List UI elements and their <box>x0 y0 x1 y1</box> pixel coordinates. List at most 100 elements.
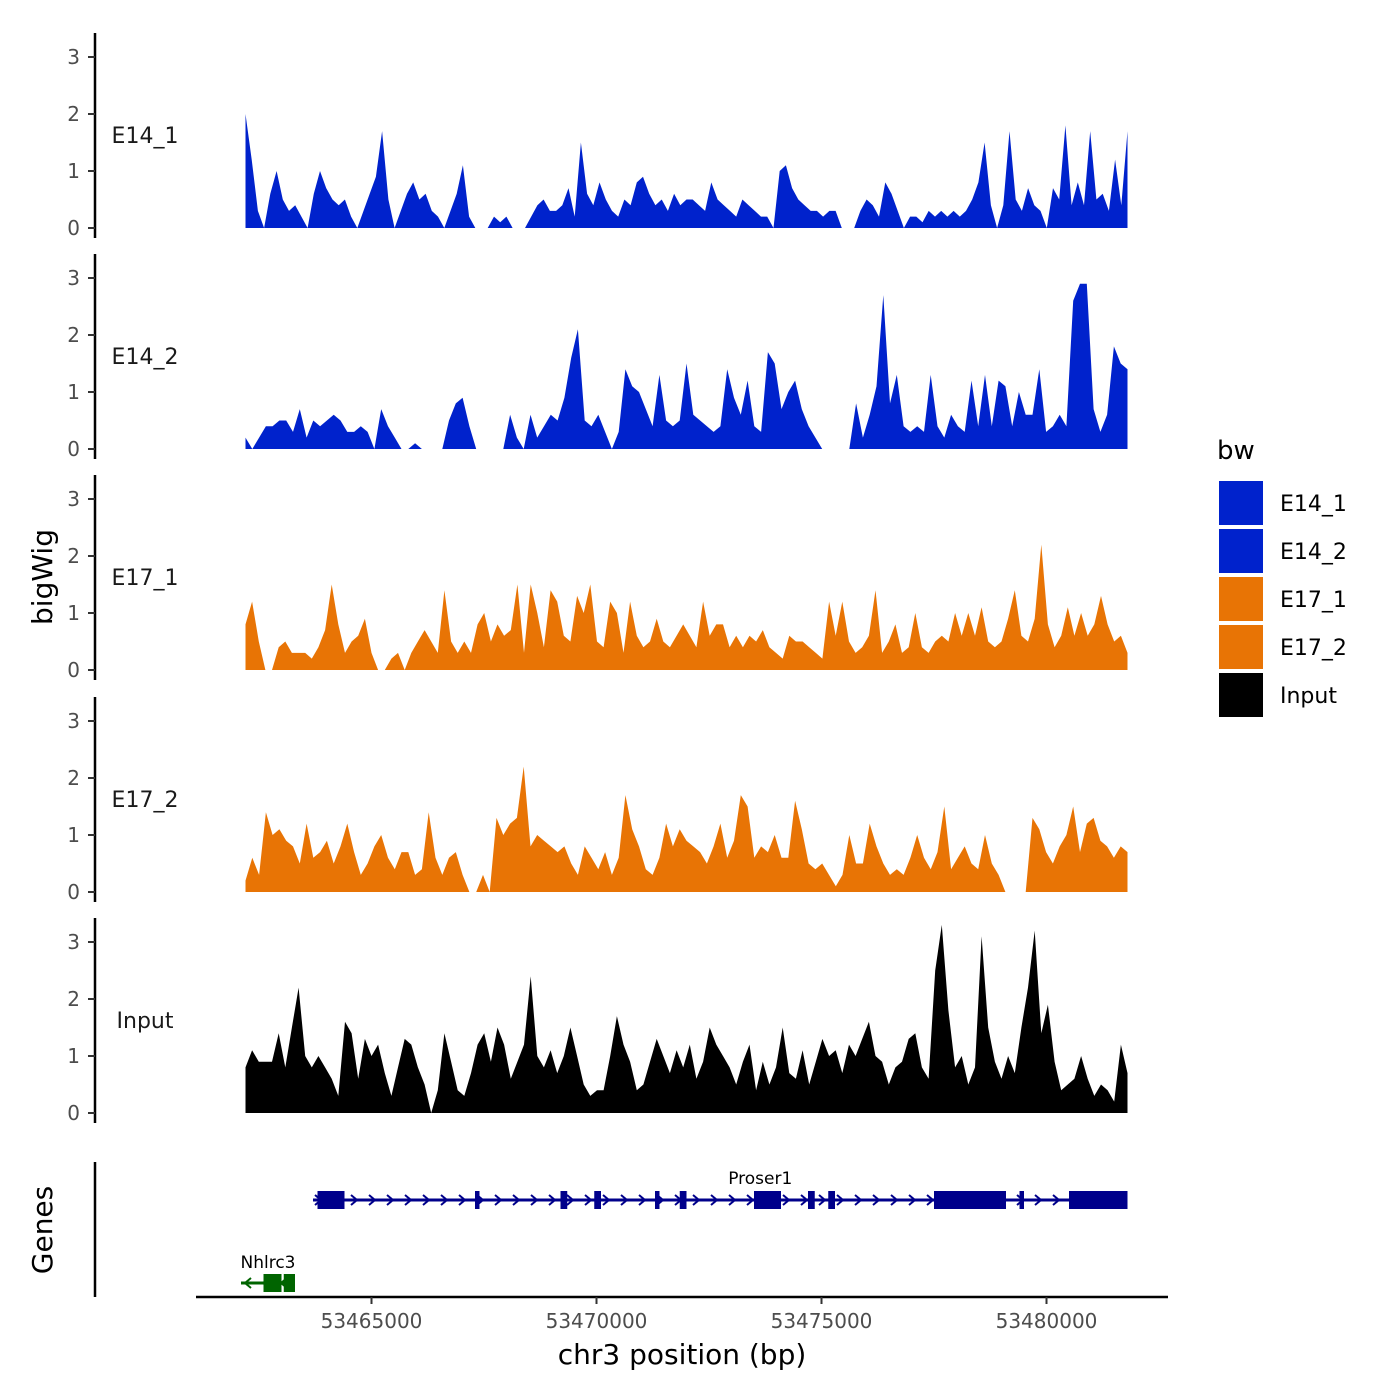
y-tick-label: 0 <box>67 1101 80 1125</box>
strand-arrow <box>908 1194 917 1206</box>
legend-swatch-E17_1 <box>1219 577 1263 621</box>
legend-title: bw <box>1217 436 1255 466</box>
strand-arrow <box>512 1194 521 1206</box>
track-label: E14_1 <box>112 124 179 149</box>
strand-arrow <box>800 1194 809 1206</box>
y-tick-label: 1 <box>67 1044 80 1068</box>
legend-swatch-Input <box>1219 673 1263 717</box>
exon <box>594 1191 601 1209</box>
strand-arrow <box>602 1194 611 1206</box>
y-tick-label: 0 <box>67 437 80 461</box>
y-tick-label: 3 <box>67 930 80 954</box>
strand-arrow <box>692 1194 701 1206</box>
legend-label: E17_1 <box>1280 588 1347 613</box>
x-tick-label: 53465000 <box>321 1309 423 1333</box>
strand-arrow <box>890 1194 899 1206</box>
exon <box>475 1191 480 1209</box>
strand-arrow <box>854 1194 863 1206</box>
y-tick-label: 2 <box>67 766 80 790</box>
y-axis-title: bigWig <box>26 529 59 625</box>
genes-axis-title: Genes <box>26 1186 59 1274</box>
y-tick-label: 0 <box>67 658 80 682</box>
strand-arrow <box>926 1194 935 1206</box>
legend-label: E14_1 <box>1280 492 1347 517</box>
exon <box>263 1274 282 1292</box>
track-label: Input <box>117 1009 174 1034</box>
strand-arrow <box>710 1194 719 1206</box>
strand-arrow <box>422 1194 431 1206</box>
y-tick-label: 2 <box>67 102 80 126</box>
strand-arrow <box>368 1194 377 1206</box>
exon <box>754 1191 781 1209</box>
y-tick-label: 1 <box>67 380 80 404</box>
strand-arrow <box>350 1194 359 1206</box>
strand-arrow <box>404 1194 413 1206</box>
x-axis: 53465000 53470000 53475000 53480000 <box>196 1295 1168 1333</box>
area-E17_1 <box>245 544 1128 670</box>
exon <box>1019 1191 1024 1209</box>
y-tick-label: 2 <box>67 323 80 347</box>
genes-track: Proser1 Nhlrc3 <box>93 1162 1128 1297</box>
area-E14_2 <box>245 283 1128 449</box>
area-E14_1 <box>245 114 1128 228</box>
x-axis-title: chr3 position (bp) <box>558 1338 807 1371</box>
gene-label: Nhlrc3 <box>241 1253 296 1273</box>
gene-Proser1: Proser1 <box>313 1169 1128 1209</box>
track-E14_1: 0 1 2 3 E14_1 <box>67 33 1128 240</box>
exon <box>283 1274 295 1292</box>
legend: bw E14_1 E14_2 E17_1 E17_2 Input <box>1217 436 1347 717</box>
strand-arrow <box>620 1194 629 1206</box>
exon <box>934 1191 1006 1209</box>
exon <box>828 1191 835 1209</box>
exon <box>655 1191 660 1209</box>
y-tick-label: 3 <box>67 45 80 69</box>
area-Input <box>245 924 1128 1113</box>
strand-arrow <box>818 1194 827 1206</box>
track-E17_2: 0 1 2 3 E17_2 <box>67 697 1128 904</box>
y-tick-label: 1 <box>67 159 80 183</box>
strand-arrow <box>458 1194 467 1206</box>
strand-arrow <box>566 1194 575 1206</box>
strand-arrow <box>548 1194 557 1206</box>
strand-arrow <box>243 1277 252 1289</box>
y-tick-label: 3 <box>67 709 80 733</box>
exon <box>1069 1191 1128 1209</box>
track-Input: 0 1 2 3 Input <box>67 918 1128 1125</box>
track-E17_1: 0 1 2 3 E17_1 <box>67 475 1128 682</box>
x-tick-label: 53470000 <box>546 1309 648 1333</box>
exon <box>560 1191 568 1209</box>
legend-label: E14_2 <box>1280 540 1347 565</box>
strand-arrow <box>638 1194 647 1206</box>
strand-arrow <box>530 1194 539 1206</box>
strand-arrow <box>782 1194 791 1206</box>
legend-swatch-E17_2 <box>1219 625 1263 669</box>
strand-arrow <box>836 1194 845 1206</box>
legend-label: E17_2 <box>1280 636 1347 661</box>
track-label: E17_2 <box>112 788 179 813</box>
exon <box>317 1191 345 1209</box>
strand-arrow <box>584 1194 593 1206</box>
strand-arrow <box>440 1194 449 1206</box>
legend-swatch-E14_2 <box>1219 529 1263 573</box>
y-tick-label: 0 <box>67 216 80 240</box>
y-tick-label: 1 <box>67 823 80 847</box>
strand-arrow <box>1052 1194 1061 1206</box>
strand-arrow <box>728 1194 737 1206</box>
strand-arrow <box>746 1194 755 1206</box>
area-E17_2 <box>245 766 1128 892</box>
track-label: E17_1 <box>112 566 179 591</box>
y-tick-label: 3 <box>67 266 80 290</box>
y-tick-label: 3 <box>67 487 80 511</box>
x-tick-label: 53480000 <box>996 1309 1098 1333</box>
legend-swatch-E14_1 <box>1219 481 1263 525</box>
y-tick-label: 0 <box>67 880 80 904</box>
y-tick-label: 1 <box>67 601 80 625</box>
strand-arrow <box>386 1194 395 1206</box>
exon <box>808 1191 815 1209</box>
x-tick-label: 53475000 <box>771 1309 873 1333</box>
track-label: E14_2 <box>112 345 179 370</box>
strand-arrow <box>494 1194 503 1206</box>
strand-arrow <box>872 1194 881 1206</box>
gene-label: Proser1 <box>728 1169 792 1189</box>
